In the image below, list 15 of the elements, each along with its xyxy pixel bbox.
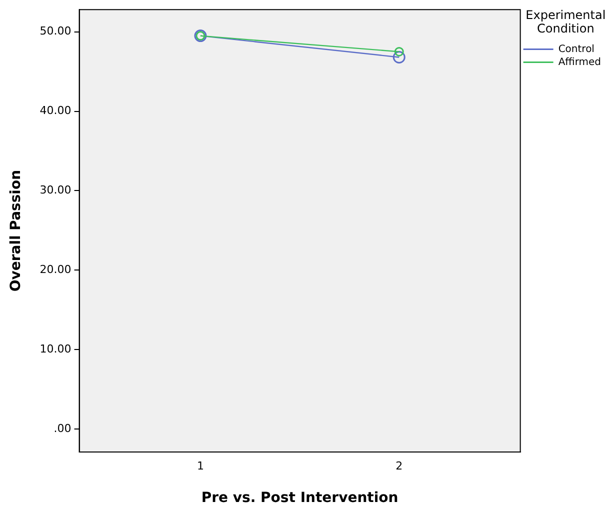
x-tick-label: 2 xyxy=(396,459,403,472)
legend-label: Control xyxy=(558,44,594,55)
legend-title: Experimental Condition xyxy=(526,8,606,36)
x-tick-label: 1 xyxy=(196,459,204,472)
y-tick-label: 10.00 xyxy=(40,342,72,356)
y-tick-label: .00 xyxy=(54,422,72,435)
x-axis-title: Pre vs. Post Intervention xyxy=(201,490,398,506)
point xyxy=(394,46,404,56)
point xyxy=(392,51,406,64)
y-tick-label: 50.00 xyxy=(40,24,72,38)
y-tick-label: 30.00 xyxy=(40,184,72,197)
y-tick-label: 20.00 xyxy=(40,262,72,276)
y-axis-title: Overall Passion xyxy=(8,170,24,292)
y-tick-label: 40.00 xyxy=(40,104,72,118)
legend-label: Affirmed xyxy=(558,56,601,68)
